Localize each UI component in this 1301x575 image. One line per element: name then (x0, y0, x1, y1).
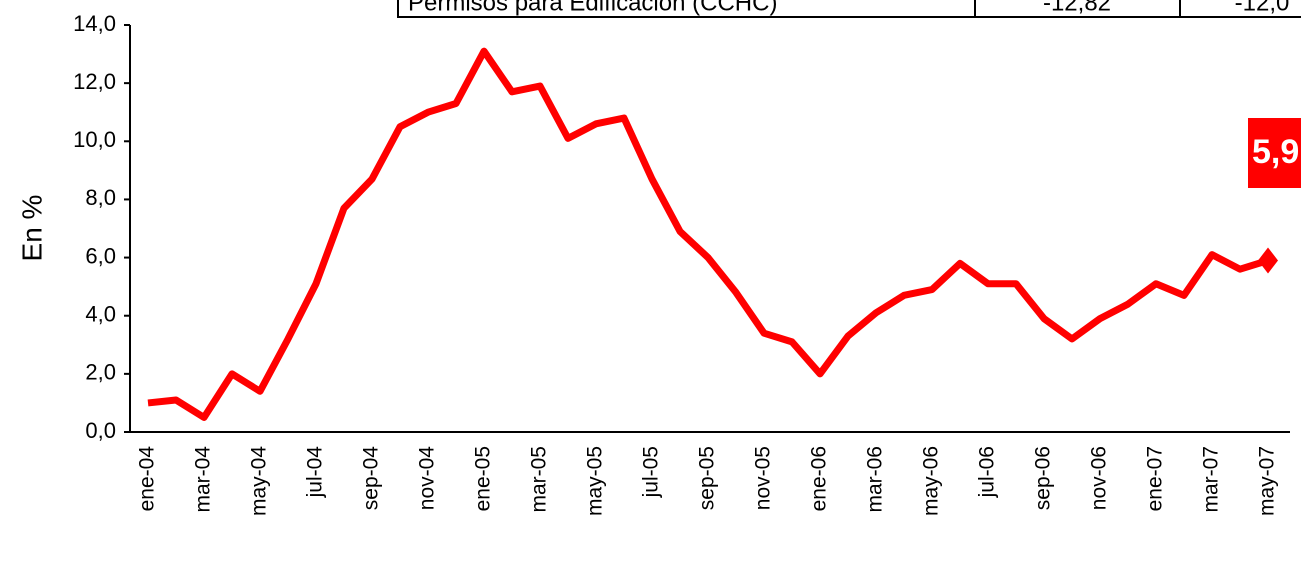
y-tick-label: 8,0 (85, 185, 116, 210)
x-tick-label: sep-04 (360, 446, 383, 511)
y-tick-label: 0,0 (85, 418, 116, 443)
x-tick-label: nov-04 (416, 446, 439, 511)
x-tick-label: mar-05 (528, 446, 551, 513)
x-tick-label: ene-07 (1144, 446, 1167, 511)
x-tick-label: jul-06 (976, 446, 999, 498)
x-tick-label: nov-05 (752, 446, 775, 510)
page: {"chart_data": {"type": "line", "y_label… (0, 0, 1301, 575)
y-tick-label: 4,0 (85, 302, 116, 327)
x-tick-label: may-05 (584, 446, 607, 516)
x-tick-label: ene-04 (136, 446, 159, 512)
chart: Permisos para Edificación (CCHC) -12,82 … (0, 0, 1301, 575)
y-tick-label: 6,0 (85, 243, 116, 268)
data-line (148, 51, 1268, 417)
x-tick-label: may-06 (920, 446, 943, 516)
x-tick-label: may-04 (248, 446, 271, 516)
x-tick-label: ene-06 (808, 446, 831, 511)
table-cell: -12,0 (1235, 0, 1290, 16)
y-tick-label: 14,0 (73, 11, 116, 36)
x-tick-label: sep-06 (1032, 446, 1055, 510)
x-tick-label: sep-05 (696, 446, 719, 510)
x-tick-label: mar-04 (192, 446, 215, 513)
annotation-label: 5,9 (1252, 133, 1299, 171)
end-marker (1258, 247, 1278, 273)
x-tick-label: nov-06 (1088, 446, 1111, 510)
x-tick-label: ene-05 (472, 446, 495, 511)
x-tick-label: may-07 (1256, 446, 1279, 516)
y-axis-label: En % (16, 195, 47, 262)
x-tick-label: mar-07 (1200, 446, 1223, 513)
x-tick-label: jul-04 (304, 446, 327, 499)
y-tick-label: 10,0 (73, 127, 116, 152)
y-tick-label: 2,0 (85, 360, 116, 385)
x-tick-label: mar-06 (864, 446, 887, 513)
y-tick-label: 12,0 (73, 69, 116, 94)
x-tick-label: jul-05 (640, 446, 663, 498)
table-cell: -12,82 (1043, 0, 1111, 16)
table-cell: Permisos para Edificación (CCHC) (408, 0, 777, 16)
